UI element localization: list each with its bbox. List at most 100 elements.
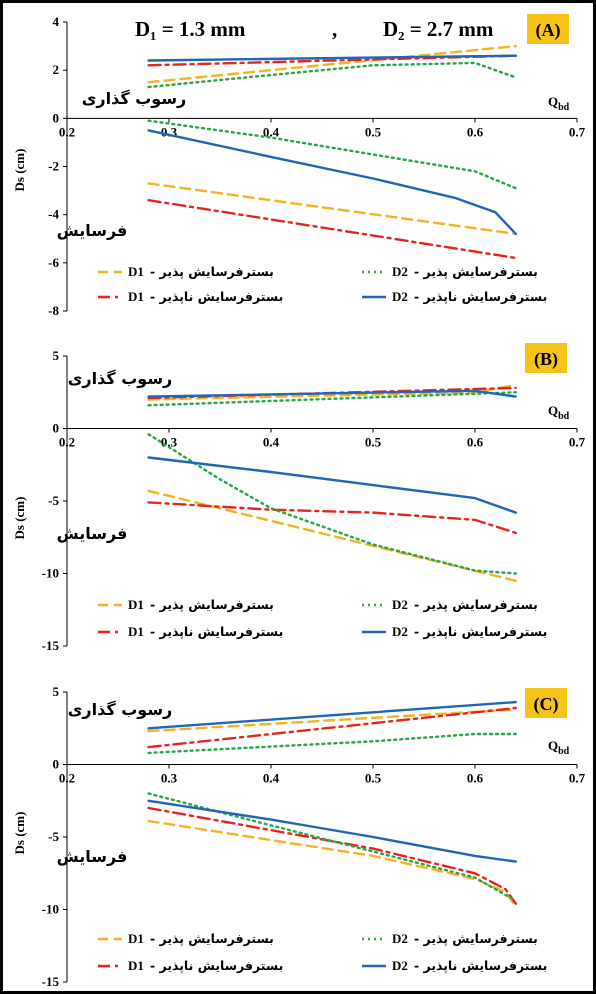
series-line-d1_nonerodible-deposition — [147, 706, 517, 749]
x-tick-label: 0.2 — [59, 124, 75, 139]
y-tick-label: -2 — [48, 159, 59, 174]
x-tick-label: 0.7 — [569, 435, 586, 450]
y-tick-label: -6 — [48, 255, 59, 270]
y-tick-label: 2 — [53, 62, 60, 77]
series-line-d2_nonerodible-scour — [147, 456, 517, 514]
legend-code-d1_nonerodible: D1 — [128, 958, 144, 973]
panel-badge: (B) — [534, 349, 558, 370]
y-tick-label: 5 — [53, 684, 60, 699]
deposition-label: رسوب گذاری — [68, 369, 173, 388]
legend-text-d2_erodible: بسترفرسایش پذیر - — [414, 931, 538, 946]
header-d1: D₁ = 1.3 mm — [135, 17, 246, 41]
y-axis-label: Ds (cm) — [12, 497, 27, 540]
x-axis-label: Qbd — [548, 94, 570, 113]
legend-text-d1_nonerodible: بسترفرسایش ناپذیر - — [150, 958, 283, 973]
legend-text-d2_nonerodible: بسترفرسایش ناپذیر - — [414, 958, 547, 973]
panel-badge-bg — [525, 688, 567, 718]
header-separator: , — [332, 17, 337, 41]
y-tick-label: -5 — [48, 829, 59, 844]
legend-code-d1_erodible: D1 — [128, 264, 144, 279]
legend-code-d2_erodible: D2 — [392, 931, 408, 946]
x-tick-label: 0.3 — [161, 771, 178, 786]
series-line-d2_erodible-scour — [147, 433, 517, 575]
series-line-d2_nonerodible-deposition — [147, 389, 517, 398]
header-d2: D₂ = 2.7 mm — [383, 17, 494, 41]
scour-label: فرسایش — [57, 847, 128, 866]
panel-badge: (A) — [536, 20, 561, 41]
x-tick-label: 0.6 — [467, 124, 484, 139]
series-line-d2_erodible-deposition — [147, 732, 517, 755]
panel-0: 420-2-4-6-80.2 0.3 0.4 0.5 0.6 0.7Ds (cm)Qbd(… — [12, 14, 586, 318]
y-tick-label: -4 — [48, 207, 59, 222]
series-line-d2_nonerodible-scour — [147, 799, 517, 863]
x-tick-label: 0.4 — [263, 771, 280, 786]
panel-badge-bg — [527, 14, 569, 44]
x-axis-label: Qbd — [548, 403, 570, 422]
scour-label: فرسایش — [57, 524, 128, 543]
y-tick-label: 4 — [53, 14, 60, 29]
series-line-d1_erodible-deposition — [147, 44, 517, 84]
y-tick-label: -8 — [48, 303, 59, 318]
legend-text-d1_nonerodible: بسترفرسایش ناپذیر - — [150, 289, 283, 304]
x-tick-label: 0.4 — [263, 124, 280, 139]
legend-code-d1_nonerodible: D1 — [128, 289, 144, 304]
series-line-d1_nonerodible-scour — [147, 198, 517, 260]
series-line-d2_erodible-deposition — [147, 61, 517, 89]
series-line-d1_nonerodible-scour — [147, 806, 517, 905]
series-line-d2_erodible-deposition — [147, 391, 517, 407]
series-line-d2_nonerodible-scour — [147, 129, 517, 236]
panel-badge: (C) — [534, 694, 559, 715]
series-line-d2_erodible-scour — [147, 792, 517, 902]
x-tick-label: 0.5 — [365, 771, 382, 786]
series-line-d1_erodible-scour — [147, 182, 517, 236]
series-line-d2_nonerodible-deposition — [147, 700, 517, 730]
series-line-d1_erodible-deposition — [147, 708, 517, 733]
y-tick-label: 0 — [53, 757, 60, 772]
legend-text-d1_nonerodible: بسترفرسایش ناپذیر - — [150, 624, 283, 639]
legend-text-d2_erodible: بسترفرسایش پذیر - — [414, 264, 538, 279]
panel-1: 50-5-10-150.2 0.3 0.4 0.5 0.6 0.7Ds (cm)Qbd(B… — [12, 343, 586, 653]
legend-code-d2_nonerodible: D2 — [392, 289, 408, 304]
x-tick-label: 0.5 — [365, 124, 382, 139]
y-tick-label: 0 — [53, 110, 60, 125]
legend-text-d1_erodible: بسترفرسایش پذیر - — [150, 264, 274, 279]
series-line-d1_nonerodible-scour — [147, 501, 517, 535]
x-tick-label: 0.6 — [467, 771, 484, 786]
y-axis-label: Ds (cm) — [12, 149, 27, 192]
legend-code-d2_erodible: D2 — [392, 597, 408, 612]
deposition-label: رسوب گذاری — [82, 89, 187, 108]
legend-code-d1_nonerodible: D1 — [128, 624, 144, 639]
deposition-label: رسوب گذاری — [68, 700, 173, 719]
y-tick-label: -15 — [42, 638, 60, 653]
scour-label: فرسایش — [57, 221, 128, 240]
y-tick-label: 5 — [53, 348, 60, 363]
legend-text-d1_erodible: بسترفرسایش پذیر - — [150, 931, 274, 946]
legend-code-d2_nonerodible: D2 — [392, 624, 408, 639]
x-tick-label: 0.7 — [569, 771, 586, 786]
y-tick-label: 0 — [53, 421, 60, 436]
y-tick-label: -5 — [48, 493, 59, 508]
y-axis-label: Ds (cm) — [12, 812, 27, 855]
legend-code-d2_erodible: D2 — [392, 264, 408, 279]
x-tick-label: 0.5 — [365, 435, 382, 450]
x-tick-label: 0.2 — [59, 771, 75, 786]
legend-text-d2_nonerodible: بسترفرسایش ناپذیر - — [414, 624, 547, 639]
series-line-d2_erodible-scour — [147, 119, 517, 190]
legend-text-d1_erodible: بسترفرسایش پذیر - — [150, 597, 274, 612]
panel-2: 5 0 -5 -10 -15 0.2 0.3 0.4 0.5 0.6 0.7 Ds (cm) Qbd (C… — [12, 684, 586, 989]
x-axis-label: Qbd — [548, 738, 570, 757]
legend-text-d2_erodible: بسترفرسایش پذیر - — [414, 597, 538, 612]
x-tick-label: 0.7 — [569, 124, 586, 139]
x-tick-label: 0.2 — [59, 435, 75, 450]
y-tick-label: -10 — [42, 902, 59, 917]
legend-code-d1_erodible: D1 — [128, 931, 144, 946]
x-tick-label: 0.4 — [263, 435, 280, 450]
panel-badge-bg — [525, 343, 567, 373]
y-tick-label: -15 — [42, 974, 60, 989]
legend-code-d2_nonerodible: D2 — [392, 958, 408, 973]
y-tick-label: -10 — [42, 566, 59, 581]
x-tick-label: 0.6 — [467, 435, 484, 450]
series-line-d2_nonerodible-deposition — [147, 54, 517, 62]
